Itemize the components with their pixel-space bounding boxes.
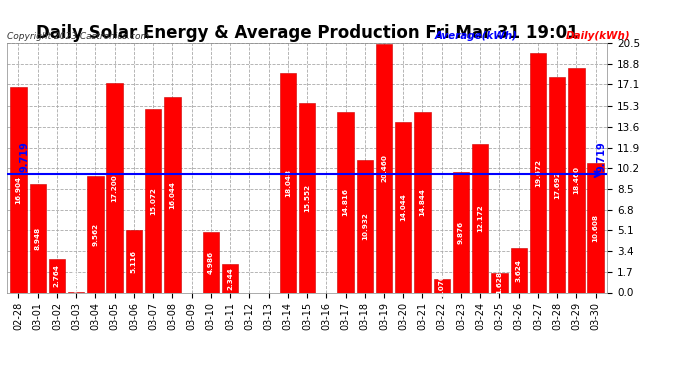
Bar bbox=[203, 232, 219, 292]
Bar bbox=[587, 164, 604, 292]
Text: 14.844: 14.844 bbox=[420, 188, 426, 216]
Text: 2.764: 2.764 bbox=[54, 264, 60, 287]
Bar bbox=[549, 77, 565, 292]
Text: 10.932: 10.932 bbox=[362, 212, 368, 240]
Text: 17.692: 17.692 bbox=[554, 171, 560, 199]
Text: 9.876: 9.876 bbox=[458, 221, 464, 244]
Text: 8.948: 8.948 bbox=[34, 226, 41, 250]
Text: 18.460: 18.460 bbox=[573, 166, 580, 194]
Bar bbox=[376, 44, 392, 292]
Bar bbox=[453, 172, 469, 292]
Text: 14.816: 14.816 bbox=[342, 188, 348, 216]
Bar bbox=[491, 273, 508, 292]
Text: Daily(kWh): Daily(kWh) bbox=[566, 32, 631, 41]
Text: 16.044: 16.044 bbox=[169, 181, 175, 209]
Text: 4.986: 4.986 bbox=[208, 251, 214, 274]
Text: 19.672: 19.672 bbox=[535, 159, 541, 187]
Text: 17.200: 17.200 bbox=[112, 174, 118, 202]
Text: 5.116: 5.116 bbox=[131, 250, 137, 273]
Bar bbox=[87, 176, 104, 292]
Text: 1.076: 1.076 bbox=[439, 274, 445, 297]
Bar bbox=[30, 184, 46, 292]
Text: 20.460: 20.460 bbox=[381, 154, 387, 182]
Text: 9.562: 9.562 bbox=[92, 223, 99, 246]
Bar bbox=[357, 159, 373, 292]
Text: 15.072: 15.072 bbox=[150, 187, 156, 215]
Bar bbox=[299, 104, 315, 292]
Bar bbox=[49, 259, 65, 292]
Bar bbox=[530, 53, 546, 292]
Text: 9.719: 9.719 bbox=[596, 142, 607, 172]
Bar bbox=[106, 83, 123, 292]
Bar bbox=[10, 87, 27, 292]
Text: 15.552: 15.552 bbox=[304, 184, 310, 212]
Bar bbox=[414, 112, 431, 292]
Bar bbox=[279, 73, 296, 292]
Bar bbox=[164, 98, 181, 292]
Text: 12.172: 12.172 bbox=[477, 205, 483, 232]
Bar bbox=[395, 122, 411, 292]
Text: Copyright 2023 Castronics.com: Copyright 2023 Castronics.com bbox=[7, 32, 149, 41]
Text: 18.048: 18.048 bbox=[285, 169, 290, 197]
Bar bbox=[222, 264, 238, 292]
Text: 2.344: 2.344 bbox=[227, 267, 233, 290]
Bar bbox=[145, 109, 161, 292]
Text: 1.628: 1.628 bbox=[496, 271, 502, 294]
Bar bbox=[511, 248, 527, 292]
Bar bbox=[337, 112, 354, 292]
Text: 9.719: 9.719 bbox=[19, 142, 29, 172]
Text: 0.012: 0.012 bbox=[73, 269, 79, 292]
Title: Daily Solar Energy & Average Production Fri Mar 31 19:01: Daily Solar Energy & Average Production … bbox=[36, 24, 578, 42]
Text: 10.608: 10.608 bbox=[593, 214, 599, 242]
Bar bbox=[569, 68, 584, 292]
Text: 14.044: 14.044 bbox=[400, 193, 406, 221]
Bar bbox=[472, 144, 489, 292]
Text: 3.624: 3.624 bbox=[515, 259, 522, 282]
Text: 16.904: 16.904 bbox=[15, 176, 21, 204]
Bar bbox=[433, 279, 450, 292]
Text: Average(kWh): Average(kWh) bbox=[435, 32, 518, 41]
Bar bbox=[126, 230, 142, 292]
